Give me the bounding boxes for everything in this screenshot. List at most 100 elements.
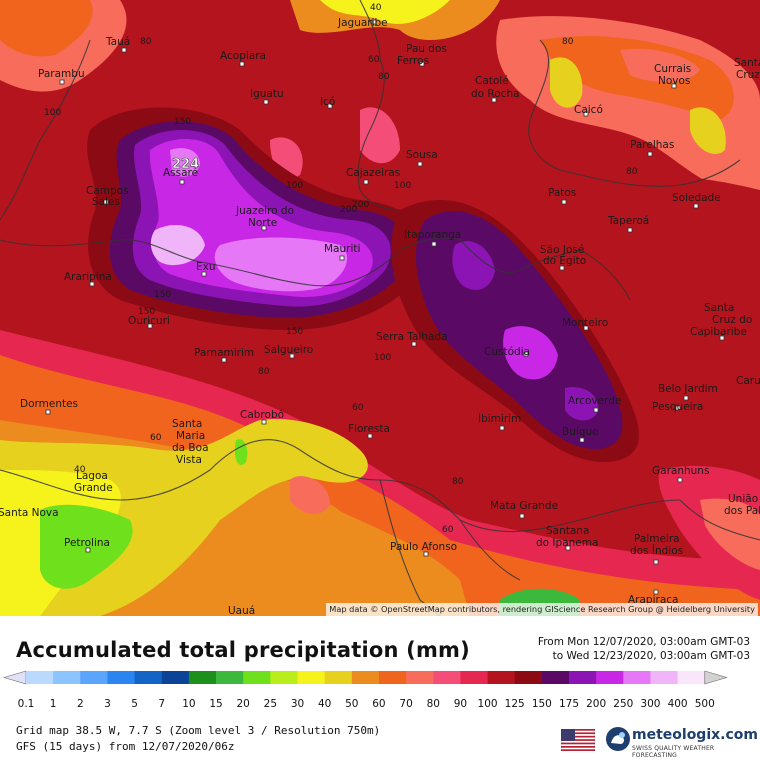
place-label: Acopiara [220, 50, 266, 62]
place-label: Floresta [348, 423, 390, 435]
place-label: da Boa [172, 442, 209, 454]
place-label: Norte [248, 217, 277, 229]
scale-tick-label: 175 [559, 698, 579, 710]
place-label: Catolé [475, 75, 509, 87]
range-to: to Wed 12/23/2020, 03:00am GMT-03 [552, 650, 750, 662]
place-label: Arcoverde [568, 395, 621, 407]
place-label: Mata Grande [490, 500, 558, 512]
scale-tick-label: 20 [237, 698, 250, 710]
scale-tick-label: 7 [158, 698, 165, 710]
scale-cell [53, 671, 81, 684]
place-label: do Egito [543, 255, 586, 267]
svg-text:80: 80 [140, 37, 152, 47]
svg-text:40: 40 [370, 3, 382, 13]
legend-title: Accumulated total precipitation (mm) [16, 638, 470, 662]
scale-cell [569, 671, 597, 684]
scale-tick-label: 125 [505, 698, 525, 710]
scale-cell [378, 671, 407, 684]
color-scale: 0.1 1 2 3 5 7 10 15 20 25 30 40 50 60 70 80 90 100 125 150 1… [2, 670, 728, 710]
place-label: Caru [736, 375, 760, 387]
model-info: GFS (15 days) from 12/07/2020/06z [16, 740, 235, 753]
place-label: Campos [86, 185, 129, 197]
svg-text:80: 80 [258, 367, 270, 377]
place-label: Iguatu [250, 88, 284, 100]
scale-cell [677, 671, 706, 684]
place-label: Palmeira [634, 533, 680, 545]
place-label: Salgueiro [264, 344, 313, 356]
svg-text:80: 80 [452, 477, 464, 487]
scale-tick-label: 10 [182, 698, 195, 710]
scale-cell [80, 671, 108, 684]
scale-cell [351, 671, 380, 684]
place-label: União [728, 493, 758, 505]
place-label: Currais [654, 63, 691, 75]
scale-cell [324, 671, 353, 684]
scale-cell [596, 671, 624, 684]
place-label: Tauá [105, 36, 130, 48]
scale-cell [188, 671, 217, 684]
scale-cell [487, 671, 516, 684]
place-label: Capibaribe [690, 326, 747, 338]
place-label: Petrolina [64, 537, 110, 549]
scale-tick-label: 300 [640, 698, 660, 710]
place-label: Itaporanga [404, 229, 461, 241]
place-label: Mauriti [324, 243, 360, 255]
svg-text:80: 80 [562, 37, 574, 47]
place-label: Grande [74, 482, 113, 494]
scale-tick-label: 40 [318, 698, 331, 710]
place-label: Caicó [574, 104, 603, 116]
place-label: Garanhuns [652, 465, 709, 477]
place-label: Custódia [484, 346, 530, 358]
scale-tick-label: 80 [427, 698, 440, 710]
scale-cell [270, 671, 298, 684]
peak-value-label: 224 [172, 157, 199, 172]
place-label: do Ipanema [536, 537, 598, 549]
svg-text:80: 80 [378, 72, 390, 82]
scale-tick-label: 5 [131, 698, 138, 710]
scale-tick-label: 60 [372, 698, 385, 710]
place-label: Cajazeiras [346, 167, 400, 179]
border-lines [0, 0, 760, 616]
grid-info: Grid map 38.5 W, 7.7 S (Zoom level 3 / R… [16, 724, 381, 737]
place-label: Dormentes [20, 398, 78, 410]
place-label: Cabrobó [240, 409, 284, 421]
svg-text:100: 100 [394, 181, 411, 191]
range-from: From Mon 12/07/2020, 03:00am GMT-03 [537, 636, 750, 648]
brand-tagline: SWISS QUALITY WEATHER FORECASTING [632, 745, 715, 759]
place-label: Santa Nova [0, 507, 59, 519]
place-label: Ibimirim [478, 413, 521, 425]
place-label: Santa [734, 57, 760, 69]
scale-cell [433, 671, 461, 684]
svg-text:60: 60 [352, 403, 364, 413]
place-label: Monteiro [562, 317, 608, 329]
place-label: Belo Jardim [658, 383, 718, 395]
place-label: São José [540, 244, 584, 256]
brand-name: meteologix.com [632, 727, 758, 743]
place-label: Parelhas [630, 139, 674, 151]
svg-text:40: 40 [74, 465, 86, 475]
scale-arrow-left [2, 670, 27, 685]
svg-text:60: 60 [150, 433, 162, 443]
place-label: dos Palm [724, 505, 760, 517]
place-label: Juazeiro do [235, 205, 294, 217]
place-labels: Jaguaribe Tauá Acopiara Pau dos Ferros P… [0, 17, 760, 616]
scale-cell [623, 671, 651, 684]
place-label: Araripina [64, 271, 112, 283]
scale-cell [514, 671, 543, 684]
place-label: Parnamirim [194, 347, 254, 359]
us-flag-icon[interactable] [561, 729, 595, 751]
svg-text:150: 150 [174, 117, 191, 127]
place-label: Santa [704, 302, 734, 314]
place-label: dos Índios [630, 544, 683, 557]
scale-tick-label: 70 [399, 698, 412, 710]
contour-labels: 80 40 60 80 80 100 150 100 100 200 150 1… [44, 3, 638, 535]
svg-text:150: 150 [138, 307, 155, 317]
scale-cell [107, 671, 135, 684]
place-label: Pesqueira [652, 401, 703, 413]
scale-cell [541, 671, 570, 684]
place-label: Icó [320, 96, 335, 108]
place-label: Sales [92, 196, 120, 208]
svg-text:150: 150 [286, 327, 303, 337]
scale-cell [161, 671, 190, 684]
svg-text:100: 100 [374, 353, 391, 363]
